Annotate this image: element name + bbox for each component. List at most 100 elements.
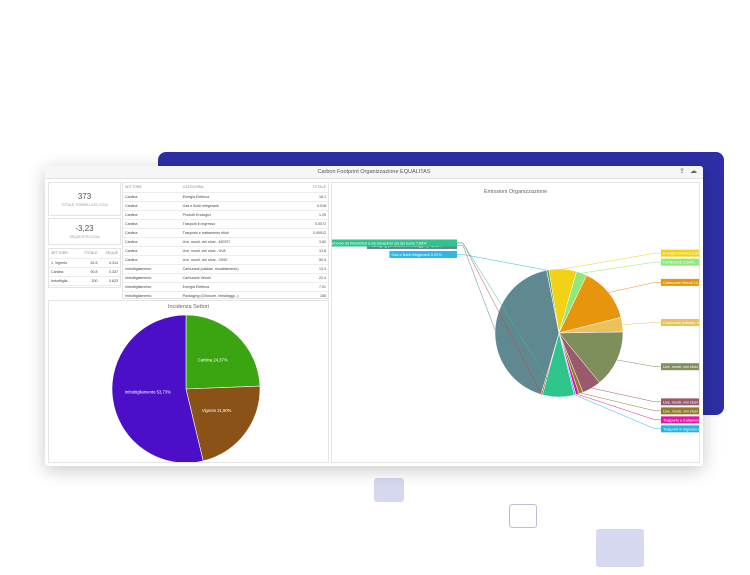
table-cell: 18.1	[294, 192, 328, 202]
table-header-row: SETTORE TOTALE SEQUE	[49, 249, 120, 259]
decorative-square	[596, 529, 644, 567]
decorative-square	[374, 478, 404, 502]
label-box	[661, 416, 699, 424]
table-row[interactable]: 1. Vigneto 81.6 0.314	[49, 258, 120, 268]
leader-line	[608, 282, 661, 293]
table-cell: Cantina	[123, 237, 181, 247]
pie-slice[interactable]	[111, 314, 204, 463]
share-icon[interactable]: ⇪	[679, 168, 685, 175]
table-row[interactable]: Imbottigliamento Energia Elettrica 7.01	[123, 282, 328, 292]
table-cell: 0.018	[294, 201, 328, 211]
label-box	[661, 258, 699, 266]
table-row[interactable]: Cantina Prodotti Enologici 1.29	[123, 210, 328, 220]
table-cell: Energia Elettrica	[180, 282, 295, 292]
pie-slice-label: Carburanti (caldaie, riscaldamento) 3,60…	[663, 321, 700, 325]
decorative-outline-square	[509, 504, 537, 528]
pie-slice-label: Imbottigliamento 53,73%	[125, 389, 171, 394]
label-box	[661, 249, 699, 257]
pie-slice[interactable]	[558, 331, 624, 383]
pie-slice-label: Uve, mosti, vini sfusi - UVA 4,71%	[663, 400, 700, 404]
leader-line	[574, 394, 661, 430]
kpi-label: TOTALE TONNELLATE CO2e	[61, 202, 108, 207]
leader-line	[457, 242, 559, 398]
table-cell: 1.29	[294, 210, 328, 220]
cloud-export-icon[interactable]: ☁	[690, 168, 697, 175]
label-box	[389, 250, 457, 258]
sector-table: SETTORE TOTALE SEQUE 1. Vigneto 81.6 0.314…	[48, 248, 121, 288]
table-cell: 0.00512	[294, 228, 328, 238]
pie-slice[interactable]	[558, 274, 622, 334]
table-cell: Cantina	[123, 192, 181, 202]
table-cell: Trasporto e trattamento rifiuti	[180, 228, 295, 238]
table-cell: Carburanti (caldaie, riscaldamento)	[180, 264, 295, 274]
table-row[interactable]: Cantina Trasporto e trattamento rifiuti 0.…	[123, 228, 328, 238]
leader-line	[577, 394, 661, 421]
table-cell: 13.4	[294, 264, 328, 274]
table-cell: 0.0072	[294, 219, 328, 229]
table-row[interactable]: Cantina Uve, mosti, vini sfusi - UVA 13.8	[123, 246, 328, 256]
kpi-value: -3,23	[75, 224, 94, 233]
leader-line	[617, 359, 661, 367]
table-cell: 3.82	[294, 237, 328, 247]
pie-slice[interactable]	[185, 385, 261, 462]
table-cell: Imbottiglia...	[49, 276, 78, 286]
table-row[interactable]: Imbottigliamento Carburanti Veicoli 22.4	[123, 273, 328, 283]
table-cell: Uve, mosti, vini sfusi - MOSTI	[180, 237, 295, 247]
kpi-label: SEQUESTRI CO2e	[69, 235, 100, 239]
table-row[interactable]: Cantina Gas e fluidi refrigeranti 0.018	[123, 201, 328, 211]
category-table: SETTORE CATEGORIA TOTALE Cantina Energia …	[122, 182, 329, 299]
pie-slice-label: Uve, mosti, vini sfusi - VINO 14,09%	[663, 365, 700, 369]
leader-line	[457, 254, 547, 271]
table-row[interactable]: Cantina 90.8 0.337	[49, 267, 120, 277]
column-header[interactable]: TOTALE	[294, 183, 328, 193]
leader-line	[622, 322, 661, 325]
column-header[interactable]: CATEGORIA	[180, 183, 295, 193]
table-cell: 0.337	[99, 267, 120, 277]
pie-slice[interactable]	[494, 269, 560, 395]
label-box	[661, 278, 699, 286]
label-box	[661, 319, 699, 327]
pie-slice-label: Gas e fluidi refrigeranti 0,01%	[391, 253, 442, 257]
emissions-pie-panel: Emissioni Organizzazione Energia Elettri…	[331, 182, 700, 463]
table-row[interactable]: Cantina Trasporti in ingresso 0.0072	[123, 219, 328, 229]
table-row[interactable]: Cantina Energia Elettrica 18.1	[123, 192, 328, 202]
table-cell: 155	[294, 291, 328, 298]
table-row[interactable]: Imbottigliamento Carburanti (caldaie, ris…	[123, 264, 328, 274]
table-cell: Cantina	[123, 255, 181, 265]
table-row[interactable]: Cantina Uve, mosti, vini sfusi - VINO 50.9	[123, 255, 328, 265]
table-cell: 81.6	[77, 258, 100, 268]
kpi-total-emissions: 373 TOTALE TONNELLATE CO2e	[48, 182, 121, 216]
column-header[interactable]: SETTORE	[49, 249, 78, 259]
label-box	[661, 363, 699, 371]
column-header[interactable]: SEQUE	[99, 249, 120, 259]
column-header[interactable]: TOTALE	[77, 249, 100, 259]
window-title: Carbon Footprint Organizzazione EQUALITA…	[317, 169, 431, 175]
pie-slice[interactable]	[185, 314, 261, 390]
pie-slice-label: Trasporto e trattamento rifiuti 0,80%	[663, 418, 700, 422]
column-header[interactable]: SETTORE	[123, 183, 181, 193]
table-cell: 50.9	[294, 255, 328, 265]
table-cell: 0.314	[99, 258, 120, 268]
table-cell: Imbottigliamento	[123, 264, 181, 274]
pie-slice-label: Energia Elettrica 6,85%	[663, 252, 700, 256]
sector-pie-panel: Incidenza Settori Cantina 24,37% Vigneto …	[48, 300, 329, 463]
table-row[interactable]: Cantina Uve, mosti, vini sfusi - MOSTI 3.8…	[123, 237, 328, 247]
table-cell: Uve, mosti, vini sfusi - UVA	[180, 246, 295, 256]
table-cell: Cantina	[123, 228, 181, 238]
pie-slice[interactable]	[546, 269, 560, 334]
table-cell: Cantina	[123, 246, 181, 256]
table-row[interactable]: Imbottiglia... 200 0.623	[49, 276, 120, 286]
pie-slice-label: Trasporti in ingresso 0,41%	[663, 427, 700, 431]
table-cell: Carburanti Veicoli	[180, 273, 295, 283]
table-cell: Imbottigliamento	[123, 273, 181, 283]
emissions-pie-chart: Energia Elettrica 6,85% Fertilizzanti 2,6…	[332, 239, 700, 433]
table-row[interactable]: Imbottigliamento Packaging (Chiusure, Imb…	[123, 291, 328, 298]
table-cell: Cantina	[123, 201, 181, 211]
table-cell: Uve, mosti, vini sfusi - VINO	[180, 255, 295, 265]
table-cell: Energia Elettrica	[180, 192, 295, 202]
pie-slice-label: Stoccaggi di carbonio da fotosintesi e d…	[332, 241, 427, 245]
table-cell: 7.01	[294, 282, 328, 292]
pie-slice-label: Uve, mosti, vini sfusi - MOSTI 1,02%	[663, 409, 700, 413]
table-cell: Packaging (Chiusure, Imballaggi...)	[180, 291, 295, 298]
